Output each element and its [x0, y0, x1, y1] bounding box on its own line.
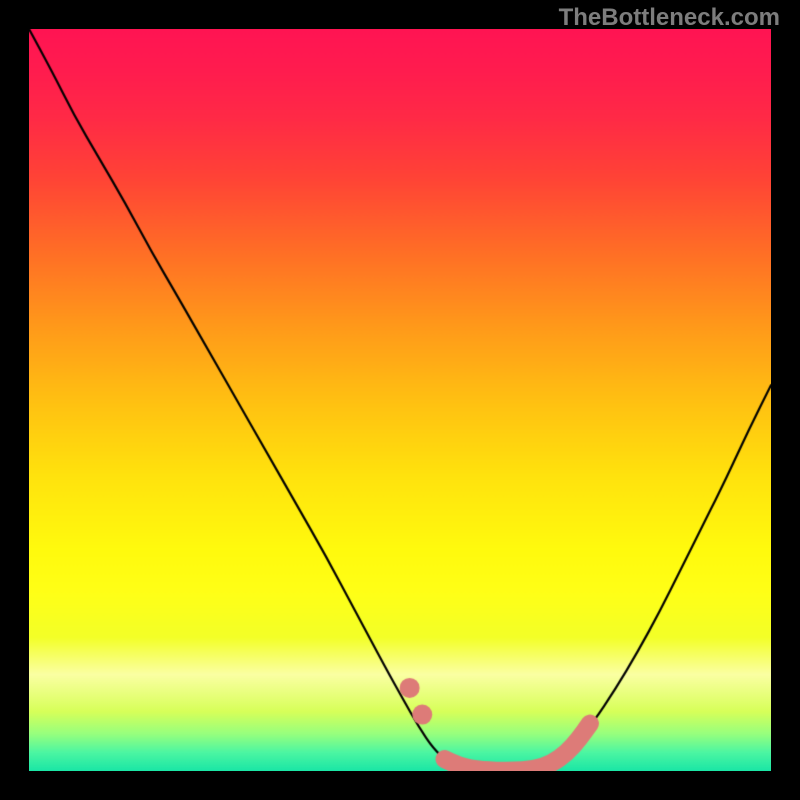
- chart-stage: TheBottleneck.com: [0, 0, 800, 800]
- bottleneck-curve: [29, 29, 771, 771]
- plot-area: [29, 29, 771, 771]
- watermark-text: TheBottleneck.com: [559, 4, 780, 32]
